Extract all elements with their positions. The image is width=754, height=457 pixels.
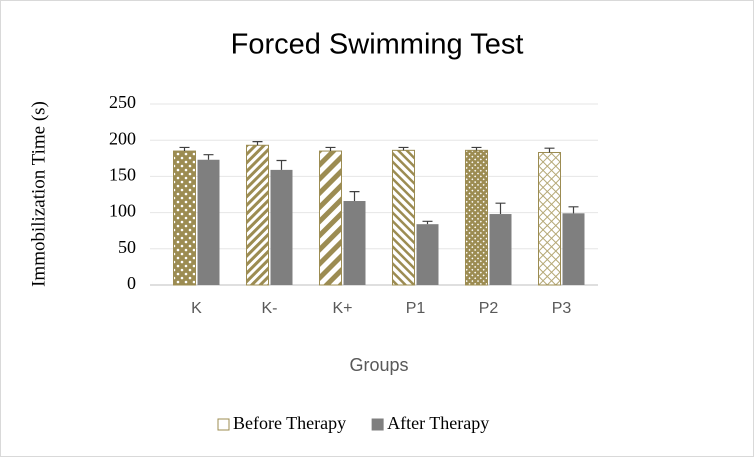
bar xyxy=(319,150,342,286)
error-bar xyxy=(203,154,214,160)
chart-title: Forced Swimming Test xyxy=(231,29,524,61)
error-bar xyxy=(252,141,263,146)
y-axis-label: Immobilization Time (s) xyxy=(28,101,49,287)
error-bar xyxy=(276,159,287,170)
x-tick-label: P3 xyxy=(552,300,572,317)
bar xyxy=(538,152,561,286)
x-tick-label: P2 xyxy=(479,300,499,317)
bar xyxy=(343,201,366,285)
error-bar xyxy=(179,146,190,152)
bar xyxy=(392,149,415,286)
y-tick-label: 50 xyxy=(118,237,136,257)
error-bar xyxy=(422,220,433,225)
error-bar xyxy=(349,191,360,202)
y-tick-label: 0 xyxy=(127,273,136,293)
x-tick-label: K xyxy=(191,300,202,317)
error-bar xyxy=(495,202,506,215)
legend-swatch xyxy=(217,418,230,431)
bar xyxy=(562,213,585,285)
y-tick-label: 100 xyxy=(109,201,136,221)
bar xyxy=(270,169,293,285)
error-bar xyxy=(568,206,579,214)
bar xyxy=(465,149,488,286)
bar xyxy=(246,144,269,286)
bar xyxy=(489,214,512,285)
legend-swatch xyxy=(371,418,384,431)
error-bar xyxy=(544,147,555,153)
x-axis-label: Groups xyxy=(349,355,408,375)
bar xyxy=(197,159,220,285)
y-tick-label: 150 xyxy=(109,165,136,185)
bar xyxy=(416,224,439,285)
y-tick-label: 200 xyxy=(109,128,136,148)
x-tick-label: K+ xyxy=(332,300,352,317)
error-bar xyxy=(471,146,482,151)
legend-label: Before Therapy xyxy=(233,413,346,433)
bar xyxy=(173,150,196,286)
x-tick-label: K- xyxy=(262,300,278,317)
x-tick-label: P1 xyxy=(406,300,426,317)
error-bar xyxy=(398,146,409,151)
legend-label: After Therapy xyxy=(387,413,489,433)
y-tick-label: 250 xyxy=(109,92,136,112)
error-bar xyxy=(325,146,336,152)
